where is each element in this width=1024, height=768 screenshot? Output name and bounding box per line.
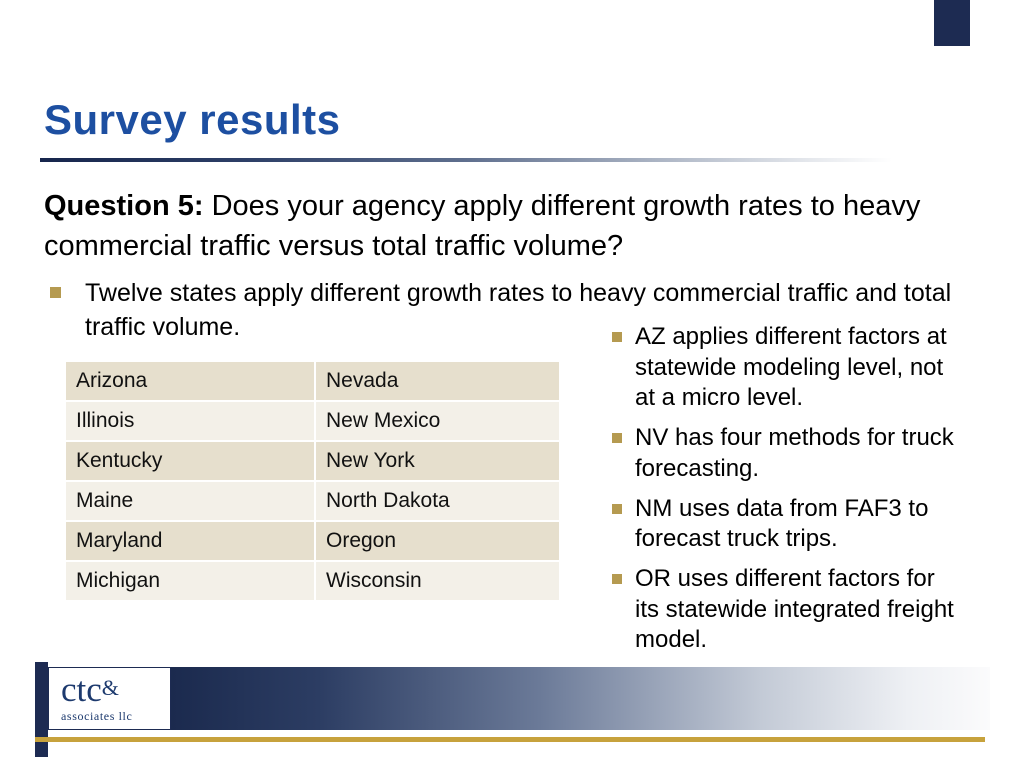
side-bullet-text: AZ applies different factors at statewid… [635,323,947,412]
side-bullet-text: OR uses different factors for its statew… [635,565,954,654]
table-cell: New York [316,442,559,480]
list-item: NM uses data from FAF3 to forecast truck… [612,494,964,555]
question-label: Question 5: [44,190,204,222]
question-text: Question 5: Does your agency apply diffe… [44,186,956,266]
side-bullet-text: NV has four methods for truck forecastin… [635,424,954,482]
table-cell: Wisconsin [316,562,559,600]
table-cell: North Dakota [316,482,559,520]
states-table: Arizona Nevada Illinois New Mexico Kentu… [64,360,561,602]
main-bullet: Twelve states apply different growth rat… [50,277,968,345]
logo-text-main: ctc [61,670,102,709]
logo-ampersand-icon: & [101,675,119,700]
side-bullet-text: NM uses data from FAF3 to forecast truck… [635,494,929,553]
list-item: NV has four methods for truck forecastin… [612,423,964,484]
logo-wordmark: ctc& [61,672,170,707]
table-row: Kentucky New York [66,442,559,480]
bullet-square-icon [612,332,622,342]
bullet-square-icon [50,287,61,298]
table-cell: Michigan [66,562,314,600]
page-title: Survey results [44,96,341,143]
side-bullet-list: AZ applies different factors at statewid… [612,322,964,665]
footer-left-accent-strip [35,662,48,757]
footer-gold-line [35,737,985,742]
table-cell: Illinois [66,402,314,440]
table-cell: Maryland [66,522,314,560]
table-row: Maine North Dakota [66,482,559,520]
bullet-square-icon [612,574,622,585]
footer-gradient-band [171,667,990,730]
table-row: Michigan Wisconsin [66,562,559,600]
table-cell: New Mexico [316,402,559,440]
list-item: OR uses different factors for its statew… [612,564,964,656]
footer-logo: ctc& associates llc [48,667,171,730]
bullet-square-icon [612,503,622,514]
top-right-accent-block [934,0,970,46]
main-bullet-text: Twelve states apply different growth rat… [85,279,952,341]
table-cell: Nevada [316,362,559,400]
list-item: AZ applies different factors at statewid… [612,322,964,414]
table-row: Arizona Nevada [66,362,559,400]
title-rule [40,158,892,162]
table-cell: Arizona [66,362,314,400]
table-row: Maryland Oregon [66,522,559,560]
table-cell: Oregon [316,522,559,560]
question-body: Does your agency apply different growth … [44,190,921,263]
bullet-square-icon [612,433,622,444]
table-cell: Kentucky [66,442,314,480]
table-cell: Maine [66,482,314,520]
table-row: Illinois New Mexico [66,402,559,440]
logo-text-sub: associates llc [61,709,133,723]
